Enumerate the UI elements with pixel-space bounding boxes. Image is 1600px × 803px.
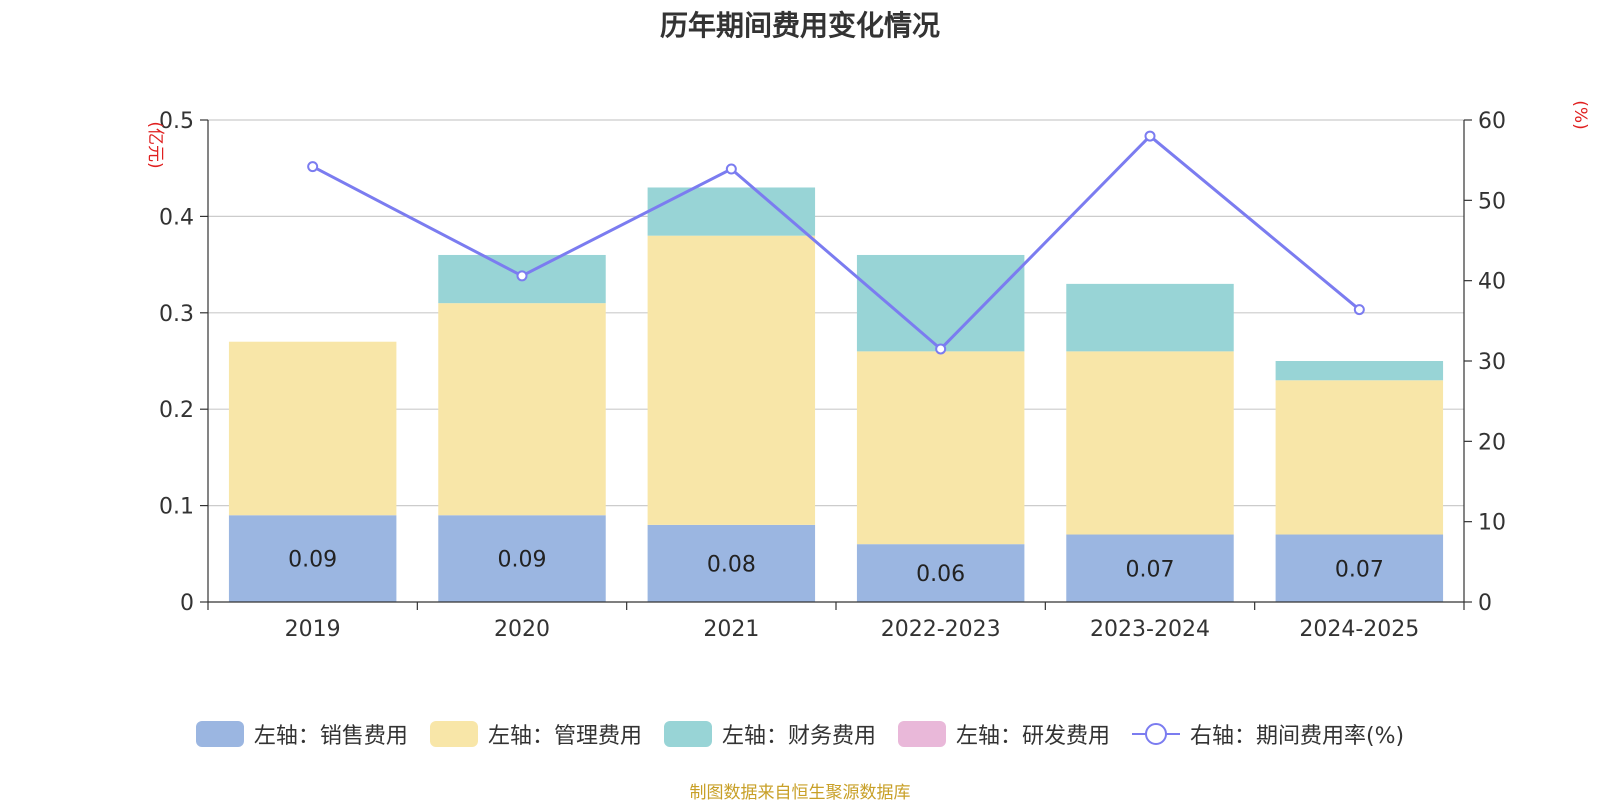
rate-point [1353,304,1365,316]
legend-line-marker-icon [1131,723,1180,745]
grid-lines [208,119,1464,507]
chart-title: 历年期间费用变化情况 [659,9,940,42]
rate-line [307,130,1365,355]
bar-segment [1066,283,1234,352]
legend-swatch-rd [897,721,946,747]
legend-label-admin: 左轴：管理费用 [487,724,642,749]
rate-point [1144,130,1156,142]
right-tick-label: 40 [1478,270,1506,295]
bar-segment [647,524,816,602]
left-tick-label: 0.4 [159,205,194,230]
right-tick-label: 20 [1478,430,1506,455]
legend-label-sales: 左轴：销售费用 [253,724,408,749]
left-tick-label: 0 [180,591,194,616]
bar-segment [647,235,816,525]
bar-data-label: 0.08 [707,552,756,577]
right-tick-label: 60 [1478,109,1506,134]
bar-segment [856,254,1025,352]
bar-segment [438,303,606,516]
x-tick-label: 2021 [703,617,759,642]
rate-point [516,270,528,282]
right-axis-unit-label: (%) [1570,100,1590,129]
legend: 左轴：销售费用 左轴：管理费用 左轴：财务费用 左轴：研发费用 右轴：期间费用率… [0,718,1600,750]
left-tick-label: 0.3 [159,302,194,327]
bars [228,187,1444,602]
right-tick-label: 10 [1478,511,1506,536]
right-tick-label: 30 [1478,350,1506,375]
legend-swatch-admin [429,721,478,747]
bar-labels: 0.09 0.09 0.08 0.06 0.07 0.07 [288,548,1384,587]
source-note: 制图数据来自恒生聚源数据库 [689,783,911,803]
bar-segment [856,351,1025,545]
rate-point [935,343,947,355]
rate-line-path [311,134,1361,352]
x-tick-label: 2019 [285,617,341,642]
rate-point [725,163,737,175]
legend-label-rd: 左轴：研发费用 [955,724,1110,749]
legend-swatch-sales [195,721,244,747]
bar-data-label: 0.07 [1335,557,1384,582]
axes: 0 0.1 0.2 0.3 0.4 0.5 0 10 20 30 40 50 60 (亿元) (%) 2019… [145,100,1590,642]
bar-segment [228,341,397,516]
bar-segment [1066,351,1234,535]
bar-data-label: 0.06 [916,562,965,587]
right-tick-label: 50 [1478,189,1506,214]
left-tick-label: 0.2 [159,398,194,423]
right-tick-label: 0 [1478,591,1492,616]
bar-segment [228,515,397,602]
legend-label-finance: 左轴：财务费用 [721,724,876,749]
left-axis-unit-label: (亿元) [145,121,165,168]
bar-segment [1275,534,1444,602]
bar-segment [438,515,606,602]
bar-segment [1275,361,1444,381]
bar-segment [1066,534,1234,602]
bar-segment [647,187,816,236]
legend-item-rd[interactable]: 左轴：研发费用 [897,718,1110,750]
legend-item-rate[interactable]: 右轴：期间费用率(%) [1131,718,1405,750]
bar-data-label: 0.09 [288,548,337,573]
rate-point [307,161,319,173]
legend-item-admin[interactable]: 左轴：管理费用 [429,718,642,750]
bar-data-label: 0.07 [1126,557,1175,582]
x-tick-label: 2022-2023 [881,617,1001,642]
legend-swatch-finance [663,721,712,747]
bar-data-label: 0.09 [498,548,547,573]
x-tick-label: 2023-2024 [1090,617,1210,642]
legend-item-sales[interactable]: 左轴：销售费用 [195,718,408,750]
legend-label-rate: 右轴：期间费用率(%) [1189,724,1405,749]
legend-item-finance[interactable]: 左轴：财务费用 [663,718,876,750]
left-tick-label: 0.5 [159,109,194,134]
x-tick-label: 2020 [494,617,550,642]
bar-segment [856,544,1025,602]
bar-segment [1275,380,1444,535]
x-tick-label: 2024-2025 [1299,617,1419,642]
left-tick-label: 0.1 [159,495,194,520]
